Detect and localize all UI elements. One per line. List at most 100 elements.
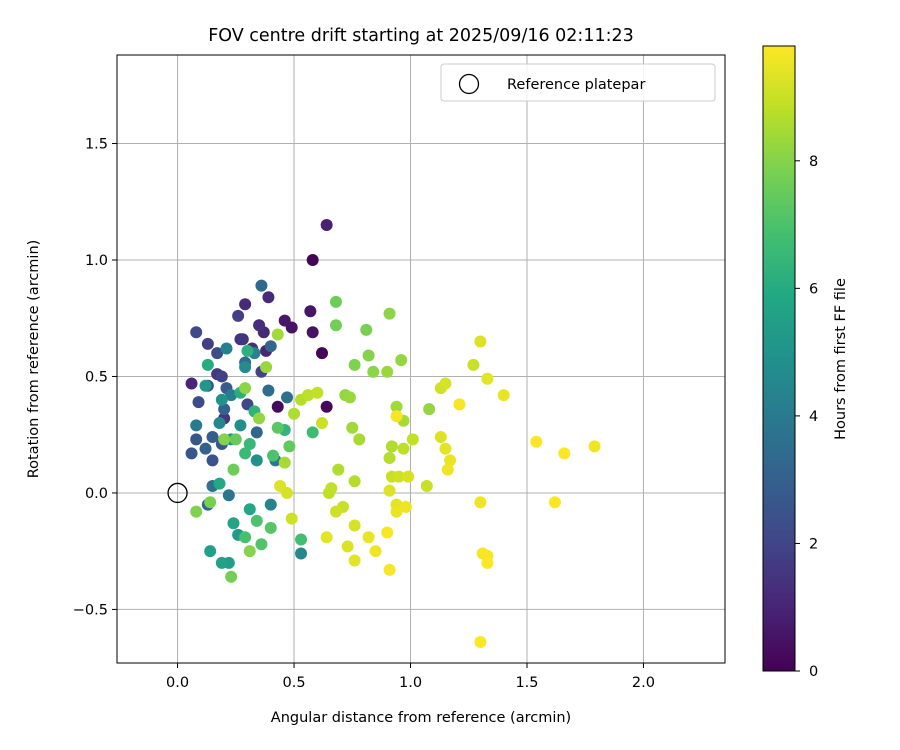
data-point (329, 319, 342, 332)
data-point (218, 403, 231, 416)
data-point (348, 475, 361, 488)
data-point (278, 314, 291, 327)
data-point (267, 449, 280, 462)
x-axis-label: Angular distance from reference (arcmin) (271, 710, 571, 726)
data-point (281, 391, 294, 404)
data-point (239, 361, 252, 374)
data-point (332, 463, 345, 476)
data-point (262, 291, 275, 304)
data-point (199, 442, 212, 455)
data-point (481, 372, 494, 385)
data-point (225, 570, 238, 583)
data-point (306, 326, 319, 339)
data-point (225, 389, 238, 402)
data-point (302, 389, 315, 402)
data-point (213, 417, 226, 430)
colorbar-tick-label: 6 (809, 281, 818, 297)
data-point (201, 337, 214, 350)
colorbar-tick-label: 2 (809, 536, 818, 552)
data-point (306, 253, 319, 266)
data-point (232, 309, 245, 322)
data-point (204, 545, 217, 558)
x-tick-label: 0.5 (283, 675, 306, 691)
data-point (278, 456, 291, 469)
data-point (192, 396, 205, 409)
data-point (206, 454, 219, 467)
data-point (329, 295, 342, 308)
data-point (453, 398, 466, 411)
data-point (434, 431, 447, 444)
data-point (306, 426, 319, 439)
data-point (481, 556, 494, 569)
data-point (250, 426, 263, 439)
data-point (243, 438, 256, 451)
y-tick-label: 0.0 (85, 486, 108, 502)
data-point (264, 340, 277, 353)
data-point (362, 531, 375, 544)
data-point (348, 554, 361, 567)
x-tick-label: 1.0 (399, 675, 422, 691)
plot-frame (116, 54, 726, 664)
x-tick-label: 1.5 (515, 675, 538, 691)
data-point (229, 433, 242, 446)
data-point (397, 442, 410, 455)
data-point (220, 342, 233, 355)
legend: Reference platepar (440, 63, 716, 102)
data-point (390, 400, 403, 413)
data-point (215, 556, 228, 569)
data-point (383, 563, 396, 576)
data-point (343, 391, 356, 404)
data-point (243, 545, 256, 558)
scatter-points (185, 219, 601, 649)
data-point (215, 393, 228, 406)
grid-lines (117, 55, 725, 663)
data-point (315, 347, 328, 360)
data-point (274, 479, 287, 492)
data-point (199, 379, 212, 392)
legend-marker-icon (458, 73, 480, 95)
data-point (239, 382, 252, 395)
data-point (530, 435, 543, 448)
data-point (239, 298, 252, 311)
data-point (467, 358, 480, 371)
data-point (260, 361, 273, 374)
data-point (234, 419, 247, 432)
data-point (353, 433, 366, 446)
data-point (390, 505, 403, 518)
data-point (271, 400, 284, 413)
data-point (218, 433, 231, 446)
data-point (320, 400, 333, 413)
data-point (271, 421, 284, 434)
data-point (381, 365, 394, 378)
data-point (213, 477, 226, 490)
data-point (420, 479, 433, 492)
data-point (369, 545, 382, 558)
data-point (288, 407, 301, 420)
data-point (367, 365, 380, 378)
data-point (264, 521, 277, 534)
data-point (255, 538, 268, 551)
data-point (406, 433, 419, 446)
data-point (239, 447, 252, 460)
data-point (381, 526, 394, 539)
data-point (423, 403, 436, 416)
legend-box (440, 63, 716, 102)
chart-title: FOV centre drift starting at 2025/09/16 … (208, 26, 634, 46)
data-point (250, 454, 263, 467)
data-point (250, 514, 263, 527)
data-point (439, 442, 452, 455)
data-point (385, 440, 398, 453)
data-point (243, 503, 256, 516)
data-point (474, 636, 487, 649)
data-point (548, 496, 561, 509)
data-point (262, 384, 275, 397)
colorbar-ticks: 0 2 4 6 8 (795, 154, 818, 680)
data-point (204, 496, 217, 509)
data-point (255, 279, 268, 292)
colorbar-tick-label: 4 (809, 409, 818, 425)
data-point (362, 349, 375, 362)
data-point (227, 463, 240, 476)
data-point (211, 347, 224, 360)
data-point (185, 447, 198, 460)
y-axis-label: Rotation from reference (arcmin) (26, 240, 42, 479)
